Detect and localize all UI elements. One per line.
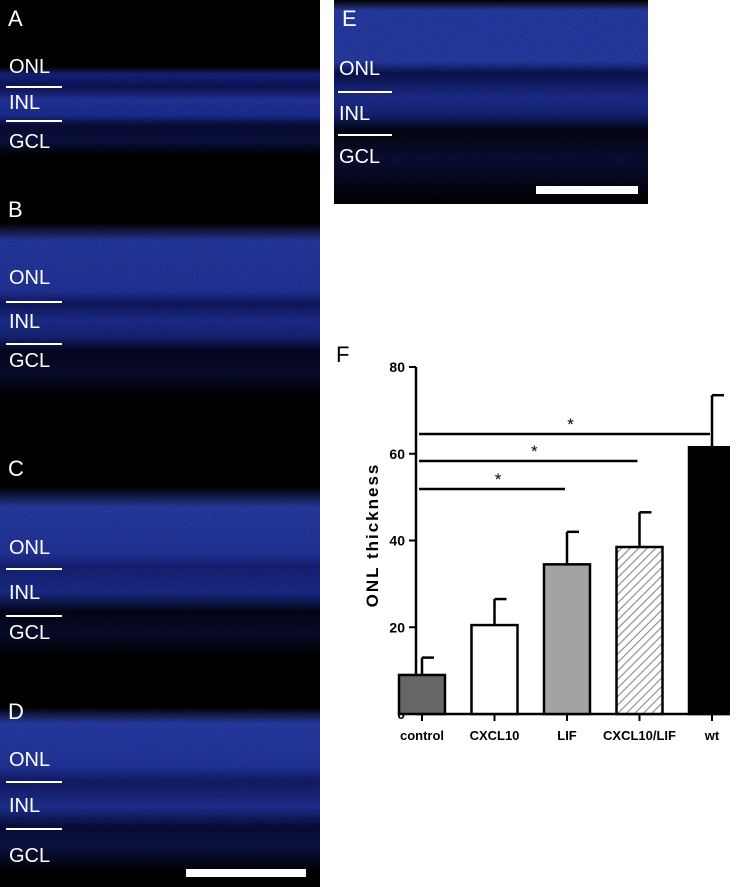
panel-c-gcl-label: GCL xyxy=(9,622,51,644)
panel-b-gcl-label: GCL xyxy=(9,350,51,372)
y-tick-label-80: 80 xyxy=(389,359,405,375)
panel-a-onl-label: ONL xyxy=(9,56,51,78)
panel-b-onl-label: ONL xyxy=(9,267,51,289)
panel-c-label: C xyxy=(8,456,24,481)
panel-e-onl-label: ONL xyxy=(339,58,381,80)
panel-e-inl-divider xyxy=(338,134,392,136)
panel-a-onl-divider xyxy=(6,86,62,88)
micrograph-b-image xyxy=(0,185,320,437)
micrograph-panel-a: A ONL INL GCL xyxy=(0,0,320,185)
panel-e-onl-divider xyxy=(338,91,392,93)
micrograph-c-image xyxy=(0,437,320,687)
significance-star-1: * xyxy=(567,415,574,434)
panel-b-label: B xyxy=(8,197,23,222)
panel-a-inl-divider xyxy=(6,120,62,122)
panel-e-gcl-label: GCL xyxy=(339,146,381,168)
x-tick-label-lif: LIF xyxy=(557,728,577,743)
y-tick-label-40: 40 xyxy=(389,533,405,549)
bar-cxcl10-lif xyxy=(615,545,664,716)
bar-cxcl10 xyxy=(470,623,519,716)
micrograph-d-image xyxy=(0,687,320,887)
y-axis-title: ONL thickness xyxy=(363,463,382,608)
panel-b-inl-label: INL xyxy=(9,311,41,333)
panel-c-inl-divider xyxy=(6,615,62,617)
y-tick-label-20: 20 xyxy=(389,619,405,635)
significance-star-2: * xyxy=(531,442,538,461)
micrograph-panel-d: D ONL INL GCL xyxy=(0,687,320,887)
panel-d-inl-label: INL xyxy=(9,795,41,817)
panel-b-inl-divider xyxy=(6,343,62,345)
panel-e-inl-label: INL xyxy=(339,103,371,125)
micrograph-panel-c: C ONL INL GCL xyxy=(0,437,320,687)
bar-lif xyxy=(542,563,592,716)
panel-d-scale-bar xyxy=(186,869,306,877)
micrograph-e-image xyxy=(334,0,648,204)
panel-a-inl-label: INL xyxy=(9,92,41,114)
panel-d-onl-divider xyxy=(6,781,62,783)
x-tick-label-control: control xyxy=(400,728,444,743)
micrograph-panel-b: B ONL INL GCL xyxy=(0,185,320,437)
panel-e-scale-bar xyxy=(536,186,638,194)
panel-d-label: D xyxy=(8,699,24,724)
micrograph-panel-e: E ONL INL GCL xyxy=(334,0,648,204)
micrograph-a-image xyxy=(0,0,320,185)
onl-thickness-bar-chart: F ONL thickness 020406080controlCXCL10LI… xyxy=(336,342,730,743)
panel-c-inl-label: INL xyxy=(9,582,41,604)
x-tick-label-wt: wt xyxy=(704,728,720,743)
panel-d-inl-divider xyxy=(6,828,62,830)
panel-d-onl-label: ONL xyxy=(9,749,51,771)
bar-wt xyxy=(687,445,730,716)
panel-c-onl-divider xyxy=(6,568,62,570)
panel-a-gcl-label: GCL xyxy=(9,131,51,153)
bar-control xyxy=(397,673,447,716)
significance-star-3: * xyxy=(495,470,502,489)
panel-f-label: F xyxy=(336,342,349,367)
panel-e-label: E xyxy=(342,6,357,31)
panel-a-label: A xyxy=(8,6,23,31)
panel-d-gcl-label: GCL xyxy=(9,845,51,867)
x-tick-label-cxcl10-lif: CXCL10/LIF xyxy=(603,728,676,743)
panel-c-onl-label: ONL xyxy=(9,537,51,559)
x-tick-label-cxcl10: CXCL10 xyxy=(470,728,520,743)
panel-b-onl-divider xyxy=(6,301,62,303)
y-tick-label-60: 60 xyxy=(389,446,405,462)
